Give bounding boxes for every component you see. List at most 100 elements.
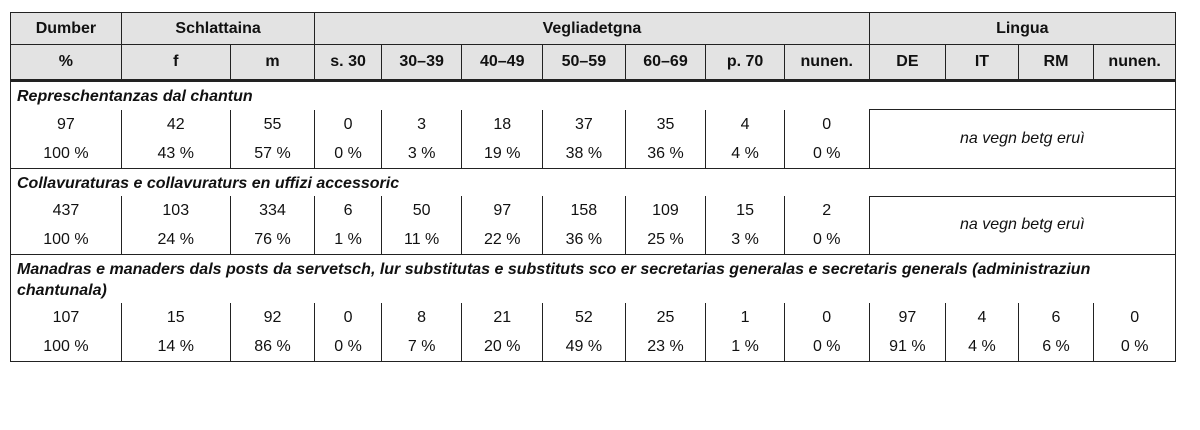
percent-cell: 0 % (314, 139, 382, 169)
percent-row: 100 % 24 % 76 % 1 % 11 % 22 % 36 % 25 % 3 % 0 % (10, 226, 1176, 255)
count-cell: 52 (542, 303, 626, 333)
count-cell: 97 (868, 303, 947, 333)
percent-cell: 7 % (380, 333, 463, 362)
count-row: 107 15 92 0 8 21 52 25 1 0 97 4 6 0 (10, 303, 1176, 333)
count-cell: 37 (542, 109, 626, 140)
column-header: 50–59 (542, 44, 626, 82)
section-title-row: Collavuraturas e collavuraturs en uffizi… (10, 167, 1176, 196)
percent-cell: 20 % (461, 333, 544, 362)
percent-cell: 100 % (10, 333, 122, 362)
count-cell: 8 (380, 303, 463, 333)
note-cell: na vegn betg eruì (868, 109, 1177, 169)
count-cell: 15 (705, 196, 785, 226)
count-cell: 0 (783, 109, 870, 140)
percent-cell: 0 % (783, 139, 870, 169)
percent-cell: 3 % (380, 139, 463, 169)
column-header: IT (945, 44, 1019, 82)
count-cell: 109 (624, 196, 707, 226)
count-cell: 6 (314, 196, 382, 226)
percent-cell: 25 % (624, 226, 707, 255)
count-cell: 21 (461, 303, 544, 333)
count-cell: 92 (229, 303, 316, 333)
column-header: nunen. (783, 44, 870, 82)
count-row: 437 103 334 6 50 97 158 109 15 2 na vegn betg eruì (10, 195, 1177, 255)
count-cell: 4 (945, 303, 1019, 333)
count-cell: 4 (705, 109, 785, 140)
percent-cell: 1 % (314, 226, 382, 255)
column-header: 30–39 (380, 44, 463, 82)
count-cell: 18 (461, 109, 544, 140)
column-header: RM (1017, 44, 1095, 82)
percent-cell: 4 % (705, 139, 785, 169)
percent-cell: 0 % (783, 333, 870, 362)
count-cell: 97 (461, 196, 544, 226)
group-header: Dumber (10, 12, 122, 45)
statistics-table: Dumber Schlattaina Vegliadetgna Lingua% f m s.… (10, 12, 1177, 362)
column-header: m (229, 44, 316, 82)
section-title: Represchentanzas dal chantun (10, 80, 1176, 110)
section-title: Collavuraturas e collavuraturs en uffizi… (10, 167, 1176, 196)
percent-cell: 6 % (1017, 333, 1095, 362)
column-header: s. 30 (314, 44, 382, 82)
percent-cell: 14 % (120, 333, 231, 362)
percent-cell: 76 % (229, 226, 316, 255)
percent-cell: 36 % (542, 226, 626, 255)
percent-cell: 22 % (461, 226, 544, 255)
count-cell: 42 (120, 109, 231, 140)
column-header: 40–49 (461, 44, 544, 82)
percent-row: 100 % 43 % 57 % 0 % 3 % 19 % 38 % 36 % 4 % 0 % (10, 139, 1176, 169)
percent-cell: 4 % (945, 333, 1019, 362)
percent-cell: 43 % (120, 139, 231, 169)
header-row: % f m s. 30 30–39 40–49 50–59 60–69 p. 70 nunen. D… (10, 44, 1176, 82)
count-cell: 25 (624, 303, 707, 333)
percent-cell: 11 % (380, 226, 463, 255)
count-cell: 0 (314, 303, 382, 333)
percent-cell: 38 % (542, 139, 626, 169)
count-cell: 437 (10, 196, 122, 226)
percent-cell: 19 % (461, 139, 544, 169)
column-header: % (10, 44, 122, 82)
group-header: Schlattaina (120, 12, 316, 45)
percent-cell: 86 % (229, 333, 316, 362)
count-cell: 0 (783, 303, 870, 333)
percent-cell: 24 % (120, 226, 231, 255)
percent-cell: 0 % (783, 226, 870, 255)
section-title-row: Represchentanzas dal chantun (10, 80, 1176, 110)
section-title: Manadras e manaders dals posts da servet… (10, 254, 1176, 303)
count-row: 97 42 55 0 3 18 37 35 4 0 na vegn betg eruì (10, 109, 1177, 169)
percent-cell: 1 % (705, 333, 785, 362)
percent-cell: 36 % (624, 139, 707, 169)
note-cell: na vegn betg eruì (868, 195, 1177, 255)
count-cell: 3 (380, 109, 463, 140)
count-cell: 107 (10, 303, 122, 333)
header-row: Dumber Schlattaina Vegliadetgna Lingua (10, 12, 1177, 45)
count-cell: 158 (542, 196, 626, 226)
percent-cell: 49 % (542, 333, 626, 362)
column-header: p. 70 (705, 44, 785, 82)
count-cell: 55 (229, 109, 316, 140)
count-cell: 103 (120, 196, 231, 226)
group-header: Vegliadetgna (314, 12, 870, 45)
percent-cell: 23 % (624, 333, 707, 362)
percent-cell: 0 % (1093, 333, 1176, 362)
group-header: Lingua (868, 12, 1177, 45)
section-title-row: Manadras e manaders dals posts da servet… (10, 254, 1176, 303)
percent-cell: 100 % (10, 226, 122, 255)
column-header: 60–69 (624, 44, 707, 82)
count-cell: 50 (380, 196, 463, 226)
count-cell: 0 (314, 109, 382, 140)
column-header: nunen. (1093, 44, 1176, 82)
percent-row: 100 % 14 % 86 % 0 % 7 % 20 % 49 % 23 % 1 % 0 % 91 … (10, 333, 1176, 362)
count-cell: 6 (1017, 303, 1095, 333)
percent-cell: 100 % (10, 139, 122, 169)
count-cell: 15 (120, 303, 231, 333)
count-cell: 0 (1093, 303, 1176, 333)
count-cell: 1 (705, 303, 785, 333)
count-cell: 2 (783, 196, 870, 226)
column-header: DE (868, 44, 947, 82)
count-cell: 334 (229, 196, 316, 226)
percent-cell: 0 % (314, 333, 382, 362)
percent-cell: 57 % (229, 139, 316, 169)
count-cell: 35 (624, 109, 707, 140)
